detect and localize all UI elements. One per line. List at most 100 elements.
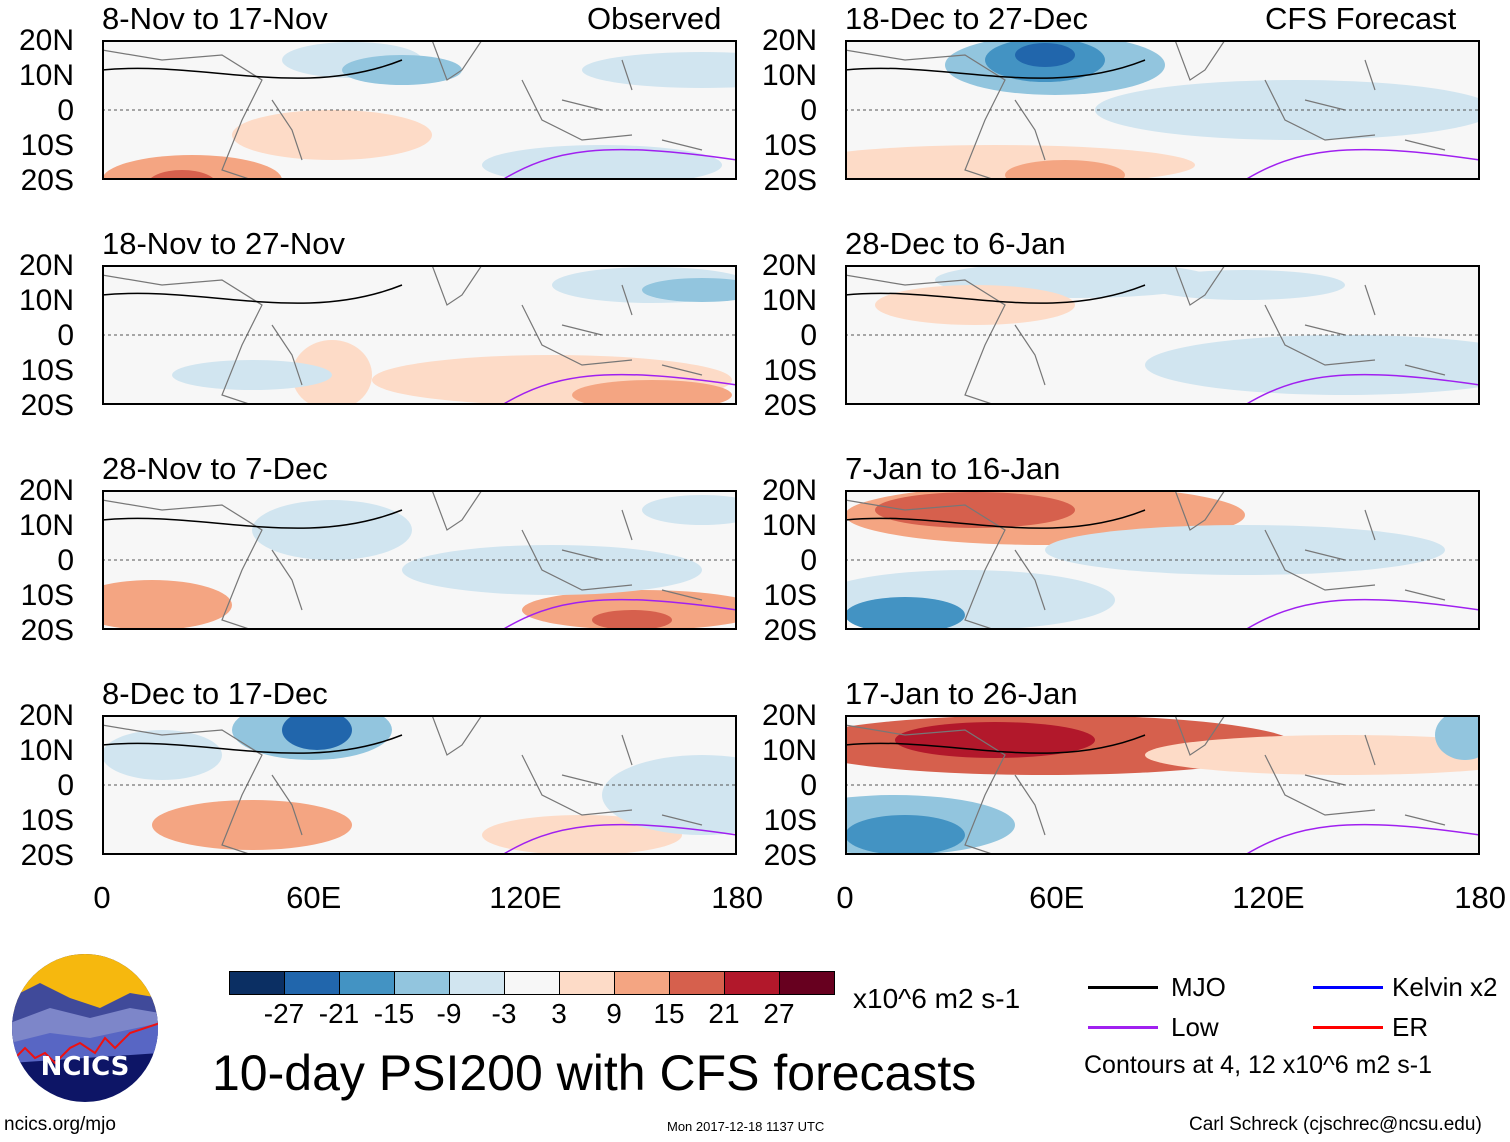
shading-region [1145, 270, 1345, 300]
coastline [102, 40, 703, 180]
lat-label: 10N [18, 734, 74, 767]
contour-line [845, 509, 1146, 529]
lat-label: 20S [20, 614, 74, 647]
contour-line [845, 734, 1146, 754]
colorbar [229, 971, 835, 995]
colorbar-tick-label: -27 [263, 998, 305, 1029]
colorbar-swatch [615, 972, 670, 994]
lat-label: 10S [20, 354, 74, 387]
contour-line [501, 823, 737, 855]
lat-label: 20N [761, 474, 817, 507]
panel-title: 18-Nov to 27-Nov [102, 226, 345, 261]
shading-region [582, 52, 737, 88]
footer-url[interactable]: ncics.org/mjo [4, 1114, 116, 1135]
contour-line [501, 373, 737, 405]
lat-label: 20N [761, 249, 817, 282]
footer-credit: Carl Schreck (cjschrec@ncsu.edu) [1189, 1114, 1482, 1135]
shading-region [572, 380, 732, 405]
lat-label: 0 [57, 94, 74, 127]
panel-frame [102, 265, 737, 405]
panel-title: 18-Dec to 27-Dec [845, 1, 1088, 36]
colorbar-swatch [725, 972, 780, 994]
legend-label-low: Low [1171, 1012, 1219, 1042]
colorbar-swatch [780, 972, 834, 994]
legend-line-er [1313, 1026, 1383, 1029]
lon-label: 60E [286, 880, 342, 915]
map-panel [845, 40, 1480, 180]
lat-label: 10S [763, 129, 817, 162]
colorbar-tick-label: 15 [653, 998, 685, 1029]
contour-line [102, 509, 403, 529]
shading-region [232, 110, 432, 160]
colorbar-tick-label: 21 [708, 998, 740, 1029]
shading-region [845, 815, 965, 855]
map-panel [845, 715, 1480, 855]
colorbar-tick-label: -21 [318, 998, 360, 1029]
shading-region [342, 55, 462, 85]
coastline [845, 490, 1446, 630]
cfs-forecast-label: CFS Forecast [1265, 1, 1457, 36]
colorbar-swatch [560, 972, 615, 994]
colorbar-tick-label: 27 [763, 998, 795, 1029]
panel-title: 28-Dec to 6-Jan [845, 226, 1066, 261]
lon-label: 180 [711, 880, 763, 915]
observed-label: Observed [587, 1, 722, 36]
shading-region [172, 360, 332, 390]
shading-region [282, 715, 352, 750]
lat-label: 0 [57, 544, 74, 577]
shading-region [482, 145, 722, 180]
lat-label: 20S [763, 164, 817, 197]
lat-label: 10N [761, 734, 817, 767]
lat-label: 0 [800, 769, 817, 802]
shading-region [102, 730, 222, 780]
panel-frame [102, 490, 737, 630]
shading-region [1015, 43, 1075, 67]
lat-label: 20S [20, 164, 74, 197]
shading-region [292, 340, 372, 405]
lat-label: 20S [20, 839, 74, 872]
coastline [845, 40, 1446, 180]
shading-region [102, 155, 282, 180]
contour-line [1244, 598, 1480, 630]
lat-label: 10N [18, 509, 74, 542]
shading-region [1145, 335, 1480, 395]
shading-region [642, 278, 737, 302]
lat-label: 20S [763, 389, 817, 422]
lat-label: 10N [18, 59, 74, 92]
contour-line [501, 598, 737, 630]
map-panel [102, 490, 737, 630]
legend-label-mjo: MJO [1171, 972, 1226, 1002]
panel-frame [845, 265, 1480, 405]
colorbar-swatch [285, 972, 340, 994]
shading-region [895, 722, 1095, 758]
lat-label: 10N [18, 284, 74, 317]
shading-region [1005, 160, 1125, 180]
panel-frame [845, 715, 1480, 855]
coastline [845, 715, 1446, 855]
shading-region [1095, 80, 1480, 140]
colorbar-swatch [395, 972, 450, 994]
contours-note: Contours at 4, 12 x10^6 m2 s-1 [1084, 1051, 1433, 1079]
lon-label: 0 [836, 880, 854, 915]
lat-label: 0 [57, 769, 74, 802]
colorbar-tick-label: -9 [436, 998, 462, 1029]
contour-line [1244, 823, 1480, 855]
shading-region [875, 285, 1075, 325]
lat-label: 10S [763, 804, 817, 837]
shading-region [1145, 735, 1480, 775]
panel-frame [102, 715, 737, 855]
colorbar-tick-label: 3 [551, 998, 567, 1029]
map-panel [845, 490, 1480, 630]
map-panel [102, 40, 737, 180]
lon-label: 120E [489, 880, 562, 915]
lat-label: 10S [763, 579, 817, 612]
colorbar-units: x10^6 m2 s-1 [853, 983, 1021, 1014]
shading-region [402, 545, 702, 595]
panel-frame [102, 40, 737, 180]
shading-region [875, 492, 1075, 528]
shading-region [602, 755, 737, 835]
shading-region [522, 590, 737, 630]
lat-label: 0 [800, 94, 817, 127]
shading-region [152, 800, 352, 850]
lat-label: 0 [800, 544, 817, 577]
